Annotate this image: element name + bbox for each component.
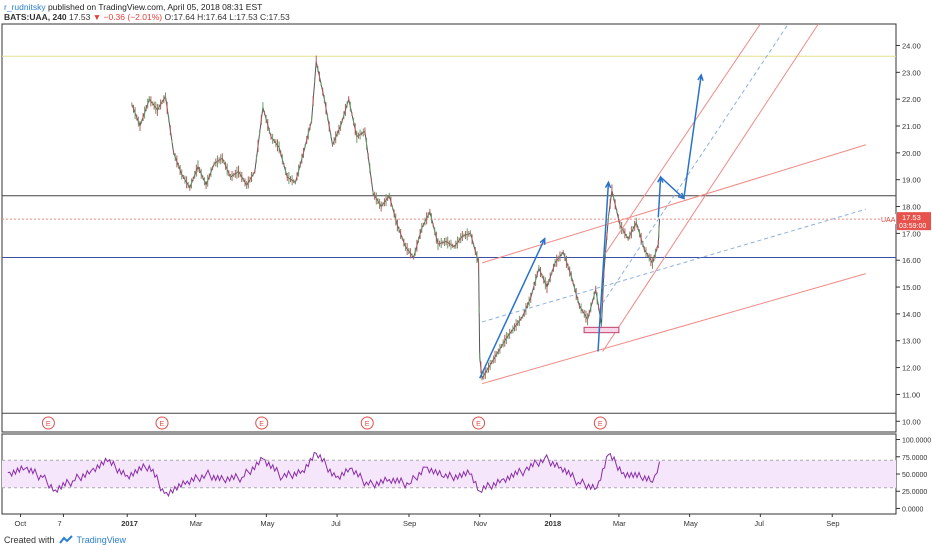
price-axis-label: 19.00	[902, 176, 921, 185]
earnings-marker-label: E	[46, 421, 51, 428]
earnings-marker-label: E	[160, 421, 165, 428]
price-axis-label: 17.00	[902, 229, 921, 238]
price-axis-label: 13.00	[902, 337, 921, 346]
created-with-text: Created with	[4, 535, 55, 545]
time-axis-label: 7	[57, 519, 61, 528]
price-axis-label: 16.00	[902, 256, 921, 265]
chart-header: r_rudnitsky published on TradingView.com…	[4, 2, 290, 22]
time-axis[interactable]: Oct 7 2017 Mar May Jul Sep Nov 2018 Mar May Jul Sep	[15, 514, 840, 528]
channel-line[interactable]	[481, 144, 866, 264]
price-axis-label: 11.00	[902, 390, 920, 399]
channel-line[interactable]	[602, 23, 761, 258]
channel-line[interactable]	[481, 273, 866, 385]
tradingview-logo-icon	[58, 535, 73, 544]
earnings-marker[interactable]	[472, 416, 486, 430]
time-axis-label: 2018	[544, 519, 561, 528]
time-axis-label: Sep	[403, 519, 416, 528]
rsi-axis-label: 0.0000	[902, 506, 924, 513]
rsi-axis-label: 100.0000	[902, 438, 931, 445]
price-axis-label: 15.00	[902, 283, 921, 292]
last-price: 17.53	[69, 12, 91, 22]
countdown-label: 03:59:00	[899, 223, 926, 230]
rsi-line	[7, 451, 660, 498]
earnings-marker[interactable]	[155, 416, 169, 430]
forecast-arrow[interactable]	[657, 176, 662, 218]
price-pane[interactable]: 24.00 23.00 22.00 21.00 20.00 19.00 18.00 17.00…	[1, 23, 931, 433]
author-link[interactable]: r_rudnitsky	[4, 2, 46, 12]
price-axis-label: 22.00	[902, 95, 921, 104]
channel-line[interactable]	[602, 23, 819, 352]
price-axis-label: 14.00	[902, 310, 921, 319]
tradingview-brand[interactable]: TradingView	[76, 535, 127, 545]
rsi-axis-label: 25.0000	[902, 489, 927, 496]
last-price-value: 17.53	[902, 213, 921, 222]
earnings-marker-label: E	[476, 421, 481, 428]
price-axis-label: 20.00	[902, 149, 921, 158]
time-axis-label: Nov	[474, 519, 488, 528]
forecast-arrow[interactable]	[479, 238, 546, 379]
earnings-marker[interactable]	[360, 416, 374, 430]
price-change: −0.36 (−2.01%)	[103, 12, 163, 22]
earnings-marker-label: E	[259, 421, 264, 428]
forecast-arrowhead	[697, 73, 704, 81]
price-pane-frame	[1, 23, 897, 433]
price-axis-label: 12.00	[902, 364, 921, 373]
time-axis-label: Sep	[826, 519, 839, 528]
time-axis-label: Jul	[754, 519, 764, 528]
forecast-arrow[interactable]	[683, 74, 702, 199]
time-axis-label: 2017	[121, 519, 138, 528]
last-price-symbol-bg	[880, 214, 896, 225]
earnings-marker-label: E	[598, 421, 603, 428]
price-axis-label: 21.00	[902, 122, 921, 131]
time-axis-label: May	[684, 519, 698, 528]
ohlc-values: O:17.64 H:17.64 L:17.53 C:17.53	[164, 12, 290, 22]
footer: Created with TradingView	[4, 535, 126, 545]
chart-canvas[interactable]: 24.00 23.00 22.00 21.00 20.00 19.00 18.00 17.00…	[0, 0, 932, 530]
time-axis-label: Jul	[331, 519, 341, 528]
forecast-arrow[interactable]	[597, 182, 610, 352]
time-axis-label: May	[260, 519, 274, 528]
price-axis-label: 10.00	[902, 417, 921, 426]
support-box[interactable]	[583, 326, 620, 334]
published-text: published on TradingView.com, April 05, …	[47, 2, 263, 12]
forecast-arrowhead	[604, 180, 612, 189]
rsi-axis-label: 50.0000	[902, 472, 927, 479]
earnings-marker-label: E	[365, 421, 370, 428]
forecast-arrow[interactable]	[660, 176, 685, 200]
last-price-tag	[897, 212, 931, 231]
time-axis-label: Mar	[190, 519, 203, 528]
price-axis-label: 24.00	[902, 41, 921, 50]
time-axis-label: Mar	[613, 519, 626, 528]
price-axis-label: 23.00	[902, 68, 921, 77]
down-arrow-icon: ▼	[92, 12, 102, 22]
symbol-label: BATS:UAA, 240	[4, 12, 67, 22]
rsi-pane[interactable]: 100.0000 75.0000 50.0000 25.0000 0.0000	[1, 433, 931, 515]
forecast-arrowhead	[677, 192, 686, 200]
earnings-marker[interactable]	[255, 416, 269, 430]
last-price-symbol: UAA	[881, 217, 896, 224]
rsi-axis-label: 75.0000	[902, 455, 927, 462]
earnings-marker[interactable]	[41, 416, 55, 430]
forecast-arrowhead	[539, 237, 546, 245]
time-axis-label: Oct	[15, 519, 28, 528]
channel-line[interactable]	[481, 208, 866, 323]
price-axis-label: 18.00	[902, 203, 921, 212]
earnings-marker[interactable]	[593, 416, 607, 430]
